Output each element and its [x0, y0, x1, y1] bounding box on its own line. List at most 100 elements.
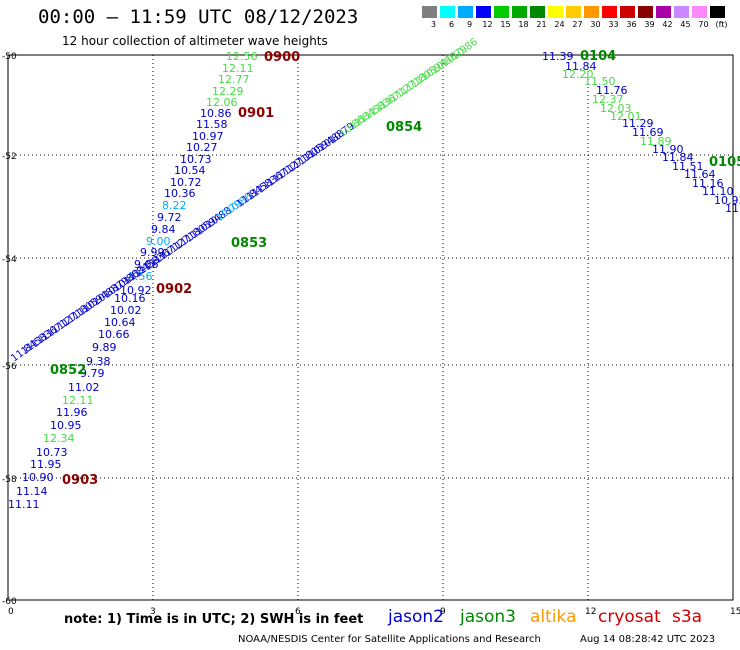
pass-time-label: 0901	[238, 106, 274, 121]
scale-label: 3	[430, 20, 437, 29]
scale-swatch	[602, 6, 617, 18]
swh-value: 8.56	[128, 270, 153, 283]
y-tick-label: -60	[2, 597, 17, 607]
swh-value: 11.90	[652, 143, 684, 156]
swh-value: 9.79	[80, 367, 105, 380]
scale-label: 36	[626, 20, 637, 29]
scale-label: 33	[608, 20, 619, 29]
grid-lines	[8, 55, 733, 600]
scale-swatch	[494, 6, 509, 18]
scale-swatch	[710, 6, 725, 18]
page-subtitle: 12 hour collection of altimeter wave hei…	[62, 34, 328, 48]
scale-swatch	[548, 6, 563, 18]
scale-label: 39	[644, 20, 655, 29]
scale-swatch	[476, 6, 491, 18]
swh-value: 11.11	[8, 498, 40, 511]
swh-value: 11.39	[542, 50, 574, 63]
scale-label: 12	[482, 20, 493, 29]
swh-value: 9.89	[92, 341, 117, 354]
swh-value: 10.64	[104, 316, 136, 329]
satellite-label-jason2: jason2	[388, 607, 444, 627]
scale-label: 18	[518, 20, 529, 29]
swh-value: 11.58	[196, 118, 228, 131]
y-tick-label: -56	[2, 362, 17, 372]
pass-time-label: 0104	[580, 49, 616, 64]
scale-label: 15	[500, 20, 511, 29]
swh-value: 11.50	[584, 75, 616, 88]
swh-value: 11.29	[622, 117, 654, 130]
swh-value: 9.38	[86, 355, 111, 368]
credit-line: NOAA/NESDIS Center for Satellite Applica…	[238, 634, 541, 645]
swh-value: 10.92	[120, 284, 152, 297]
scale-label: 24	[554, 20, 565, 29]
swh-value: 10.73	[36, 446, 68, 459]
scale-label: (ft)	[715, 20, 728, 29]
scale-label: 45	[680, 20, 691, 29]
satellite-label-cryosat: cryosat	[598, 607, 661, 627]
y-tick-label: -50	[2, 52, 17, 62]
swh-value: 10.90	[22, 471, 54, 484]
swh-value: 12.06	[206, 96, 238, 109]
swh-value: 11.76	[596, 84, 628, 97]
swh-value: 11.84	[565, 60, 597, 73]
scale-swatch	[656, 6, 671, 18]
swh-value: 9.72	[157, 211, 182, 224]
x-tick-label: 15	[730, 607, 740, 617]
swh-value: 12.29	[212, 85, 244, 98]
swh-value: 10.54	[174, 164, 206, 177]
swh-value: 12.37	[592, 93, 624, 106]
satellite-label-jason3: jason3	[460, 607, 516, 627]
swh-value: 10.02	[110, 304, 142, 317]
pass-time-label: 0105	[709, 155, 740, 170]
swh-value: 12.56	[226, 50, 258, 63]
swh-value: 12.11	[222, 62, 254, 75]
swh-value: 9.06	[134, 258, 159, 271]
swh-value: 10.36	[164, 187, 196, 200]
scale-swatch	[530, 6, 545, 18]
x-tick-label: 3	[150, 607, 156, 617]
swh-value: 11.64	[684, 168, 716, 181]
plot-frame	[7, 54, 734, 601]
scale-swatch	[692, 6, 707, 18]
scale-swatch	[512, 6, 527, 18]
swh-value: 10.66	[98, 328, 130, 341]
swh-value: 9.84	[151, 223, 176, 236]
swh-value: 11.84	[662, 151, 694, 164]
swh-value: 11.96	[56, 406, 88, 419]
swh-value: 10.72	[170, 176, 202, 189]
swh-value: 12.77	[218, 73, 250, 86]
swh-value: 12.20	[562, 68, 594, 81]
pass-time-label: 0903	[62, 473, 98, 488]
swh-value: 8.22	[162, 199, 187, 212]
pass-labels: 0900 0901 0902 0903 0852 0853 0854 0104 0105	[50, 49, 740, 488]
swh-value: 9.00	[146, 235, 171, 248]
scale-label: 70	[698, 20, 709, 29]
scale-label: 27	[572, 20, 583, 29]
scale-swatch	[674, 6, 689, 18]
swh-value: 11.51	[672, 160, 704, 173]
swh-value: 11.89	[640, 135, 672, 148]
scale-label: 21	[536, 20, 547, 29]
footnote: note: 1) Time is in UTC; 2) SWH is in fe…	[64, 612, 364, 627]
satellite-label-altika: altika	[530, 607, 577, 627]
pass-time-label: 0900	[264, 50, 300, 65]
scale-label: 9	[466, 20, 473, 29]
timestamp: Aug 14 08:28:42 UTC 2023	[580, 634, 716, 645]
pass-time-label: 0852	[50, 363, 86, 378]
satellite-label-s3a: s3a	[672, 607, 703, 627]
scale-swatch	[584, 6, 599, 18]
scale-swatch	[566, 6, 581, 18]
pass-time-label: 0853	[231, 236, 267, 251]
swh-value: 12.03	[600, 102, 632, 115]
swh-value: 11.0	[725, 202, 740, 215]
scale-swatch	[422, 6, 437, 18]
scale-swatch	[638, 6, 653, 18]
x-tick-label: 0	[8, 607, 14, 617]
swh-value: 10.93	[714, 194, 740, 207]
swh-value: 11.02	[68, 381, 100, 394]
swh-value: 10.27	[186, 141, 218, 154]
swh-value: 10.86	[200, 107, 232, 120]
y-tick-label: -54	[2, 255, 17, 265]
pass-time-label: 0854	[386, 120, 422, 135]
